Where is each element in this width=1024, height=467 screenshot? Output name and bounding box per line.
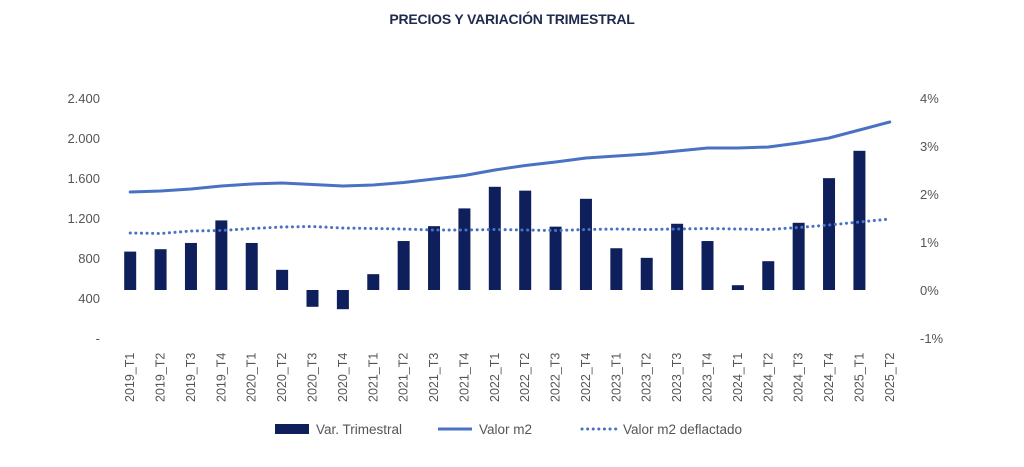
left-tick-label: 1.200	[67, 211, 100, 226]
x-tick-label: 2024_T3	[792, 353, 806, 402]
bar	[792, 222, 805, 290]
right-tick-label: 2%	[920, 187, 939, 202]
x-tick-label: 2021_T3	[427, 353, 441, 402]
x-tick-label: 2022_T2	[518, 353, 532, 402]
x-tick-label: 2024_T2	[761, 353, 775, 402]
x-tick-label: 2023_T3	[670, 353, 684, 402]
legend-item: Var. Trimestral	[275, 422, 402, 437]
x-tick-label: 2021_T4	[457, 353, 471, 402]
x-tick-label: 2020_T1	[245, 353, 259, 402]
left-tick-label: 2.000	[67, 131, 100, 146]
x-tick-label: 2020_T4	[336, 353, 350, 402]
x-tick-label: 2020_T3	[306, 353, 320, 402]
legend-label: Valor m2	[479, 422, 532, 437]
bar	[640, 257, 653, 290]
line-series	[128, 120, 892, 235]
x-tick-label: 2022_T3	[549, 353, 563, 402]
bar	[276, 269, 289, 290]
right-axis: 4% 3% 2% 1% 0% -1%	[920, 91, 944, 346]
x-tick-label: 2021_T2	[397, 353, 411, 402]
bar	[124, 251, 137, 290]
x-tick-label: 2019_T1	[123, 353, 137, 402]
bar	[458, 208, 471, 290]
right-tick-label: 0%	[920, 283, 939, 298]
price-line	[128, 120, 892, 194]
x-tick-label: 2024_T4	[822, 353, 836, 402]
legend-swatch-bar	[275, 424, 309, 434]
bar	[245, 242, 258, 290]
x-tick-label: 2019_T3	[184, 353, 198, 402]
bar	[579, 198, 592, 290]
bar	[367, 274, 380, 290]
x-tick-label: 2024_T1	[731, 353, 745, 402]
x-tick-label: 2019_T2	[154, 353, 168, 402]
x-tick-label: 2023_T4	[701, 353, 715, 402]
legend-item: Valor m2 deflactado	[580, 422, 742, 437]
x-tick-label: 2025_T1	[852, 353, 866, 402]
bar	[610, 248, 623, 290]
right-tick-label: 4%	[920, 91, 939, 106]
x-tick-label: 2022_T4	[579, 353, 593, 402]
bar-series	[124, 150, 866, 310]
right-tick-label: -1%	[920, 331, 944, 346]
bar	[853, 150, 866, 290]
bar	[397, 241, 410, 290]
bar	[488, 186, 501, 290]
x-tick-label: 2020_T2	[275, 353, 289, 402]
chart-title: PRECIOS Y VARIACIÓN TRIMESTRAL	[389, 10, 635, 27]
bar	[671, 223, 684, 290]
bar	[731, 285, 744, 290]
bar	[549, 226, 562, 290]
bar	[762, 261, 775, 290]
left-tick-label: 400	[78, 291, 100, 306]
left-tick-label: -	[96, 331, 100, 346]
x-tick-label: 2021_T1	[366, 353, 380, 402]
legend: Var. Trimestral Valor m2 Valor m2 deflacta…	[275, 422, 742, 437]
x-tick-label: 2019_T4	[214, 353, 228, 402]
right-tick-label: 3%	[920, 139, 939, 154]
legend-label: Valor m2 deflactado	[623, 422, 742, 437]
bar	[154, 249, 167, 290]
x-tick-label: 2022_T1	[488, 353, 502, 402]
bar	[701, 241, 714, 290]
x-axis: 2019_T1 2019_T2 2019_T3 2019_T4 2020_T1 2020_…	[123, 353, 897, 402]
left-tick-label: 1.600	[67, 171, 100, 186]
left-tick-label: 800	[78, 251, 100, 266]
legend-item: Valor m2	[438, 422, 532, 437]
bar	[184, 242, 197, 290]
bar	[215, 220, 228, 290]
left-tick-label: 2.400	[67, 91, 100, 106]
bar	[428, 226, 441, 290]
bar	[336, 290, 349, 310]
bar	[306, 290, 319, 307]
right-tick-label: 1%	[920, 235, 939, 250]
x-tick-label: 2025_T2	[883, 353, 897, 402]
x-tick-label: 2023_T2	[640, 353, 654, 402]
legend-label: Var. Trimestral	[316, 422, 402, 437]
left-axis: 2.400 2.000 1.600 1.200 800 400 -	[67, 91, 100, 346]
bar	[519, 190, 532, 290]
bar	[823, 178, 836, 290]
x-tick-label: 2023_T1	[609, 353, 623, 402]
deflated-price-line	[128, 217, 892, 235]
